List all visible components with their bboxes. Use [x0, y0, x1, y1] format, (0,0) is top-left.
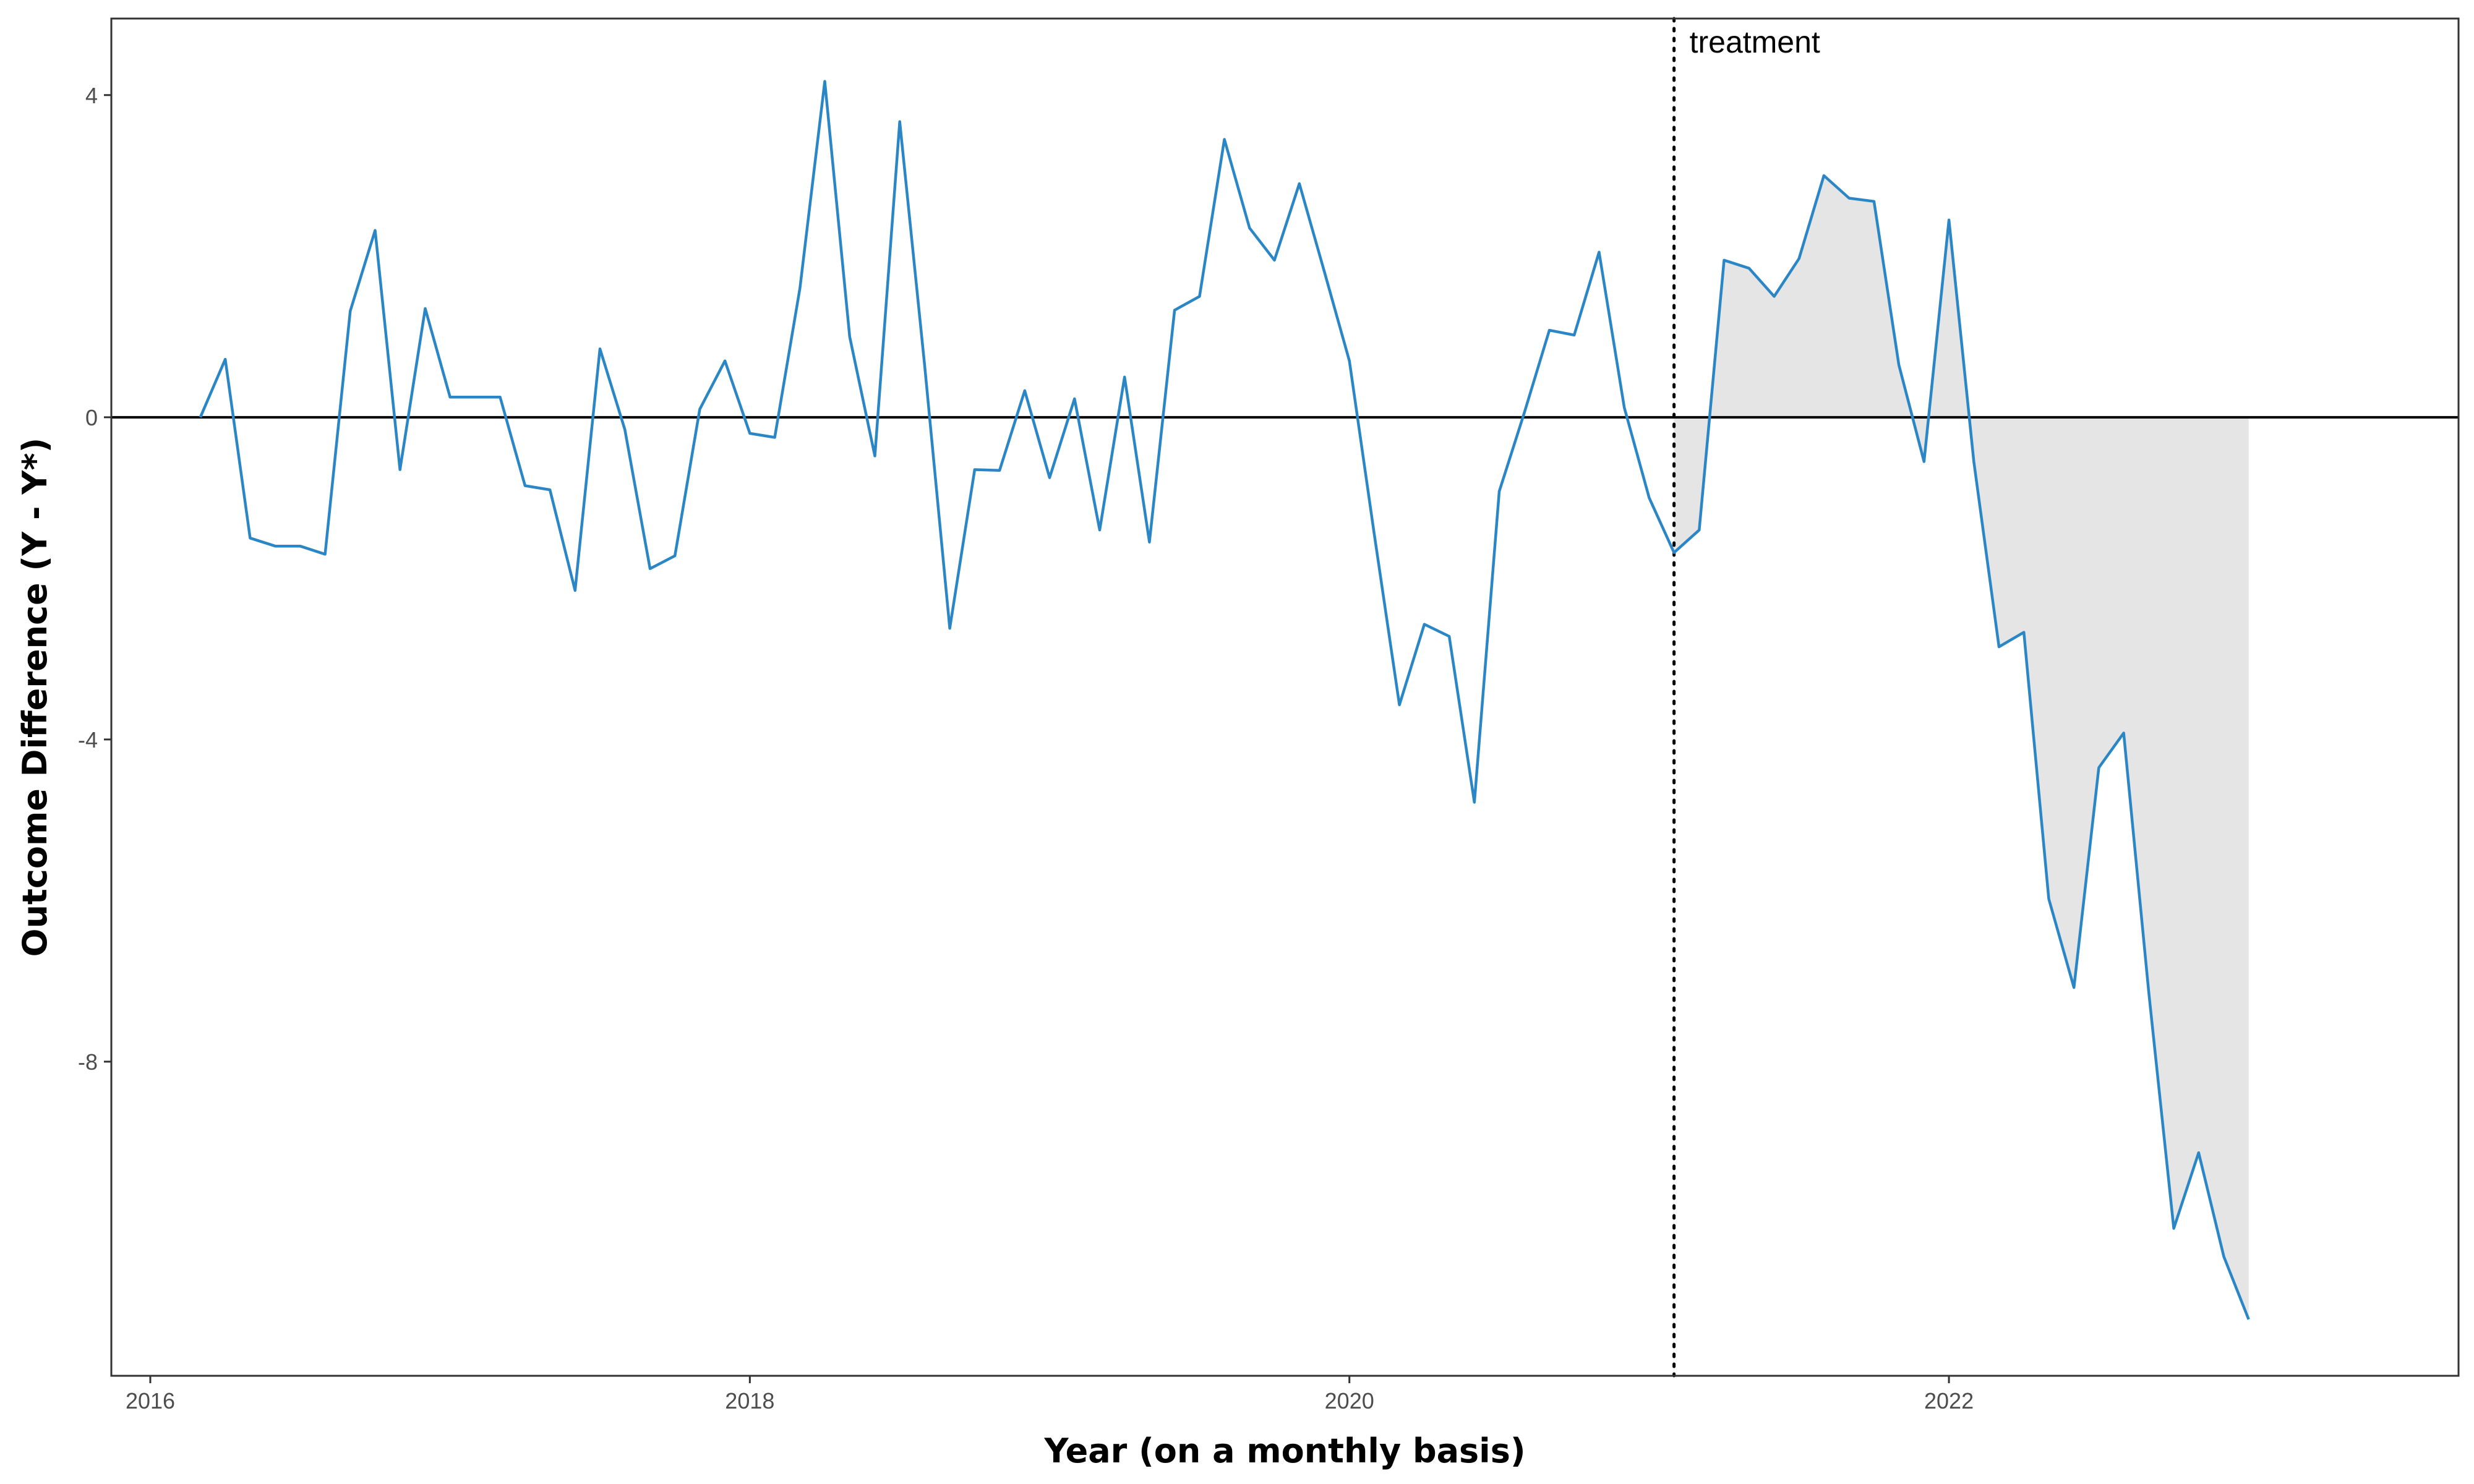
y-tick-label: -4	[78, 727, 98, 753]
x-tick-label: 2018	[725, 1388, 774, 1414]
plot-panel-border	[110, 17, 2460, 1377]
y-axis-title: Outcome Difference (Y - Y*)	[15, 438, 54, 957]
series-layer	[199, 80, 2250, 1320]
x-tick-label: 2020	[1325, 1388, 1374, 1414]
treatment-annotation: treatment	[1690, 25, 1820, 59]
x-tick-label: 2016	[126, 1388, 175, 1414]
axes: 2016 2018 2020 2022 4 0 -4 -8	[78, 83, 1974, 1414]
y-tick-label: 0	[85, 405, 98, 430]
series-line	[199, 80, 2250, 1320]
reference-lines	[111, 17, 2459, 1378]
treatment-shade	[1674, 176, 2249, 1320]
x-axis-title: Year (on a monthly basis)	[1043, 1431, 1525, 1470]
y-tick-label: -8	[78, 1049, 98, 1075]
treatment-effect-area	[1674, 176, 2249, 1320]
x-tick-label: 2022	[1924, 1388, 1974, 1414]
y-tick-label: 4	[85, 83, 98, 108]
